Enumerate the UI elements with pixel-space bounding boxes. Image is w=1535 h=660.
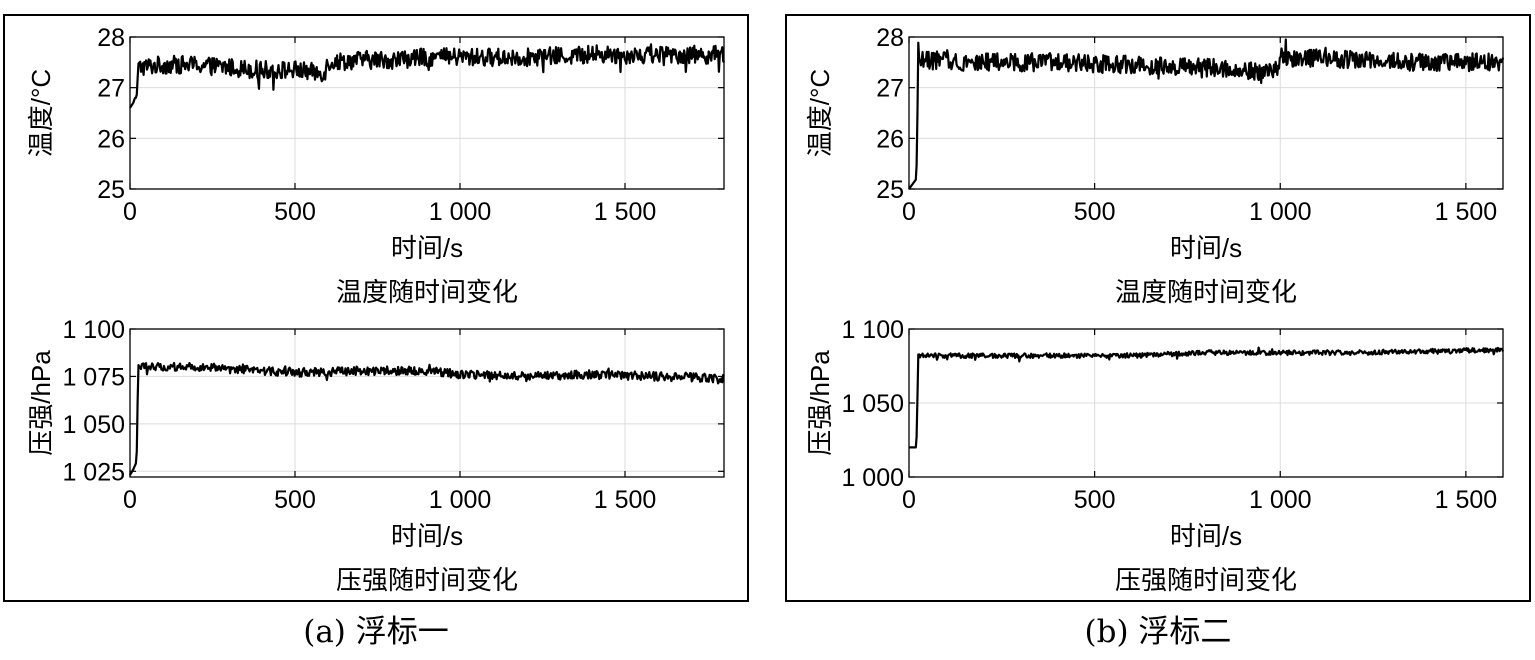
y-tick-label: 1 025 — [62, 458, 125, 486]
y-tick-label: 26 — [97, 125, 125, 153]
y-tick-label: 1 075 — [62, 363, 125, 391]
series-line — [129, 361, 725, 476]
y-axis-label: 压强/hPa — [805, 350, 835, 456]
x-tick-label: 500 — [1074, 486, 1116, 514]
plot-area — [130, 329, 724, 477]
axes-frame — [129, 36, 725, 190]
y-tick-label: 1 050 — [62, 411, 125, 439]
y-tick-label: 25 — [97, 176, 125, 204]
x-tick-label: 0 — [902, 198, 916, 226]
axes-frame — [129, 328, 725, 478]
x-tick-label: 1 500 — [1435, 486, 1498, 514]
y-tick-label: 27 — [97, 75, 125, 103]
y-tick-label: 28 — [97, 24, 125, 52]
chart-title: 温度随时间变化 — [336, 277, 518, 307]
y-tick-label: 1 000 — [841, 464, 904, 492]
y-tick-label: 1 100 — [62, 316, 125, 344]
chart-1-0: 0 500 1 000 1 500 25 26 27 28 时间/s 温度随时间变化 温度/°C — [805, 24, 1505, 307]
x-tick-label: 1 500 — [594, 486, 657, 514]
x-tick-label: 0 — [123, 486, 137, 514]
series-line — [908, 346, 1505, 449]
chart-0-1: 0 500 1 000 1 500 1 025 1 050 1 075 1 100 时间/s 压强… — [26, 316, 725, 595]
axes-frame — [908, 36, 1504, 190]
x-tick-label: 1 500 — [594, 198, 657, 226]
x-tick-label: 1 000 — [1249, 486, 1312, 514]
x-axis-label: 时间/s — [1170, 521, 1242, 551]
chart-title: 压强随时间变化 — [1115, 565, 1297, 595]
y-tick-label: 26 — [876, 125, 904, 153]
panel-b-charts: 0 500 1 000 1 500 25 26 27 28 时间/s 温度随时间变化 温度/°C 0 5… — [805, 24, 1505, 595]
chart-1-1: 0 500 1 000 1 500 1 000 1 050 1 100 时间/s 压强随时间变化… — [805, 316, 1505, 595]
x-tick-label: 500 — [1074, 198, 1116, 226]
figure-panel-b: 0 500 1 000 1 500 25 26 27 28 时间/s 温度随时间变化 温度/°C 0 5… — [785, 14, 1531, 602]
y-axis-label: 温度/°C — [805, 69, 835, 157]
x-tick-label: 500 — [274, 486, 316, 514]
y-axis-label: 温度/°C — [26, 69, 56, 157]
y-axis-label: 压强/hPa — [26, 350, 56, 456]
x-tick-label: 1 000 — [429, 486, 492, 514]
panel-a-charts: 0 500 1 000 1 500 25 26 27 28 时间/s 温度随时间变化 温度/°C 0 5… — [26, 24, 725, 595]
x-tick-label: 1 500 — [1435, 198, 1498, 226]
series-line — [908, 38, 1505, 190]
x-tick-label: 1 000 — [429, 198, 492, 226]
y-tick-label: 1 050 — [841, 390, 904, 418]
x-axis-label: 时间/s — [391, 233, 463, 263]
figure-caption-a: (a) 浮标一 — [303, 614, 449, 650]
chart-title: 压强随时间变化 — [336, 565, 518, 595]
figure-panel-a: 0 500 1 000 1 500 25 26 27 28 时间/s 温度随时间变化 温度/°C 0 5… — [3, 14, 749, 602]
x-axis-label: 时间/s — [1170, 233, 1242, 263]
figure-caption-b: (b) 浮标二 — [1084, 614, 1232, 650]
chart-title: 温度随时间变化 — [1115, 277, 1297, 307]
x-tick-label: 1 000 — [1249, 198, 1312, 226]
x-tick-label: 500 — [274, 198, 316, 226]
chart-0-0: 0 500 1 000 1 500 25 26 27 28 时间/s 温度随时间变化 温度/°C — [26, 24, 725, 307]
y-tick-label: 25 — [876, 176, 904, 204]
x-axis-label: 时间/s — [391, 521, 463, 551]
series-line — [129, 43, 725, 109]
y-tick-label: 27 — [876, 75, 904, 103]
x-tick-label: 0 — [123, 198, 137, 226]
y-tick-label: 1 100 — [841, 316, 904, 344]
x-tick-label: 0 — [902, 486, 916, 514]
y-tick-label: 28 — [876, 24, 904, 52]
